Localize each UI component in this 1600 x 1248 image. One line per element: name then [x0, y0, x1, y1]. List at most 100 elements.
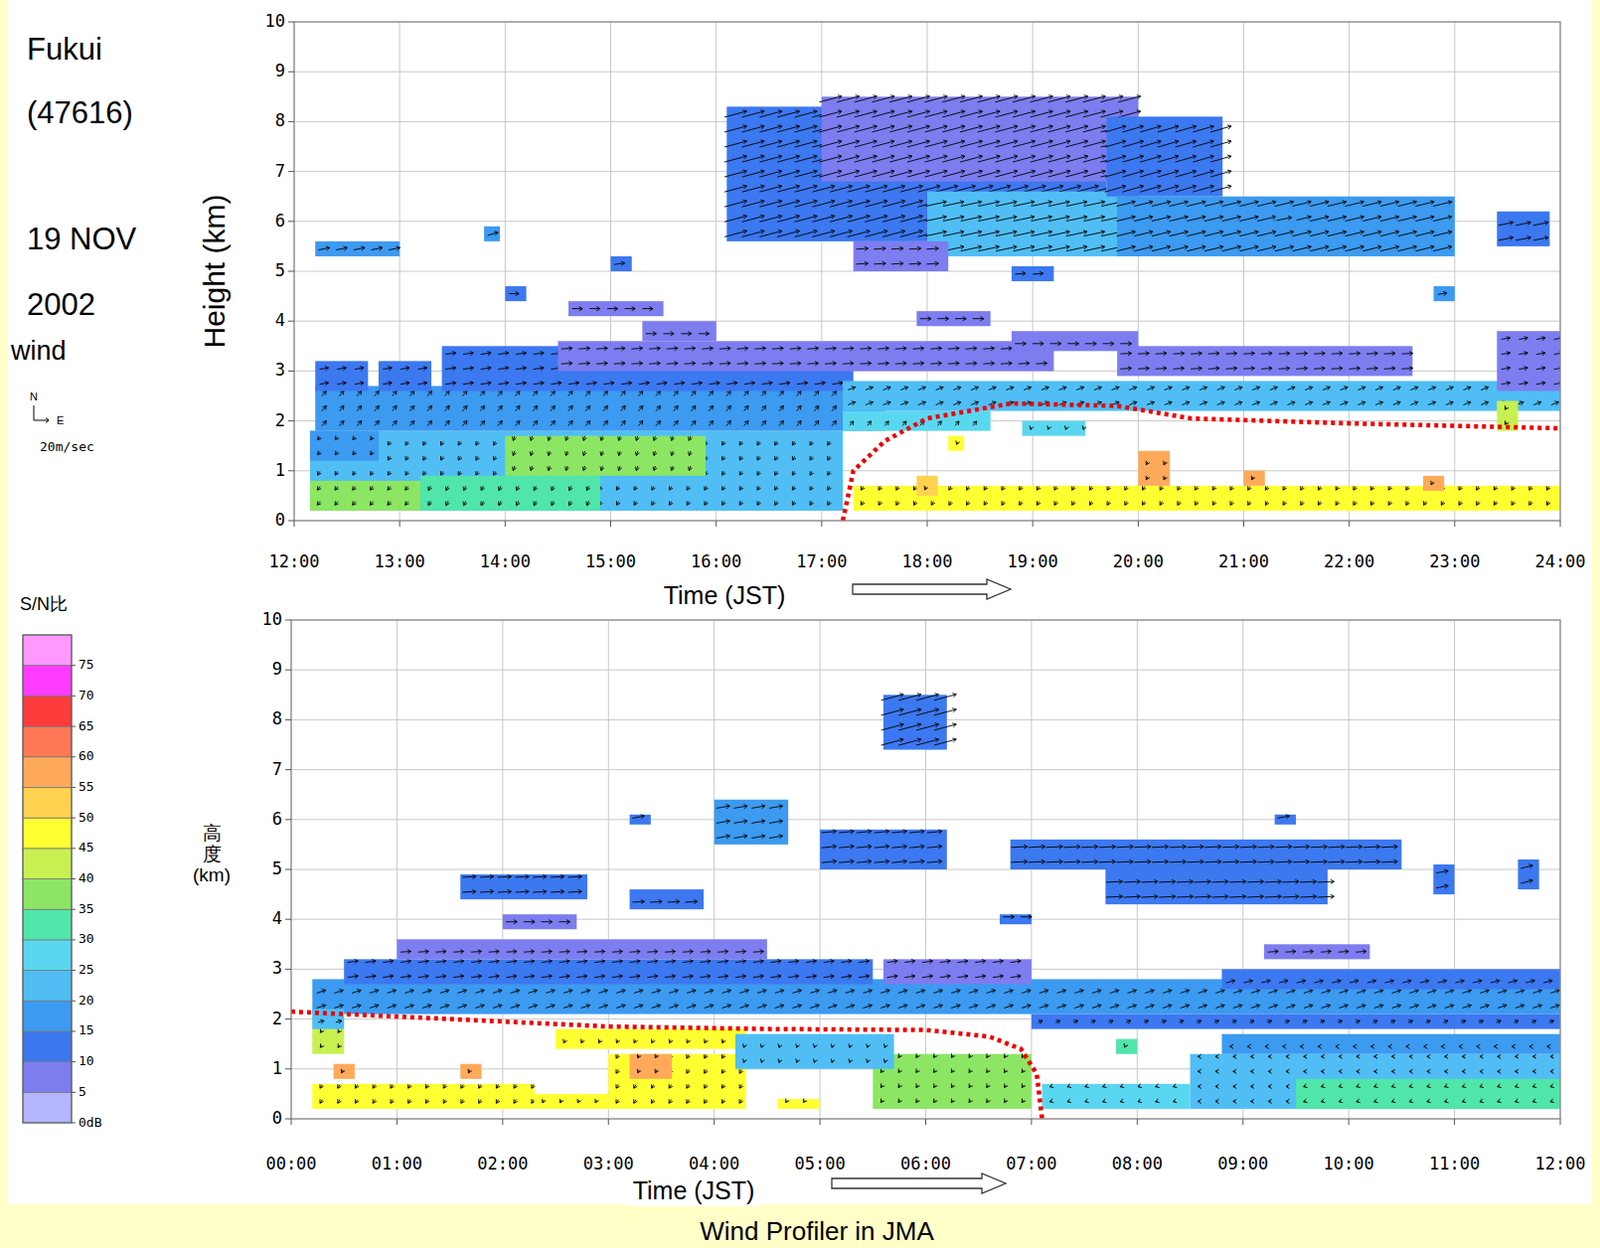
wind-arrow [1277, 215, 1292, 220]
wind-arrow [604, 381, 616, 386]
wind-arrow [1066, 215, 1088, 222]
wind-arrow [646, 950, 658, 955]
grid-line [291, 669, 1561, 671]
snr-cell [630, 1054, 673, 1080]
wind-arrow [667, 899, 680, 904]
wind-arrow [480, 874, 494, 879]
wind-arrow [1186, 215, 1206, 222]
snr-cell [842, 411, 991, 432]
wind-arrow [392, 421, 398, 427]
wind-arrow [1186, 200, 1206, 207]
wind-arrow [1497, 1099, 1502, 1104]
wind-arrow [1163, 476, 1168, 480]
wind-arrow [682, 974, 694, 979]
wind-arrow [428, 500, 433, 506]
wind-arrow [814, 381, 826, 386]
wind-arrow [577, 1099, 582, 1104]
wind-arrow [1210, 184, 1232, 192]
wind-arrow [775, 456, 780, 461]
tick [288, 470, 295, 472]
x-tick-label: 18:00 [901, 551, 953, 572]
wind-arrow [858, 974, 870, 979]
wind-arrow [866, 1043, 871, 1048]
wind-arrow [813, 1058, 818, 1063]
wind-arrow [1244, 979, 1254, 984]
wind-arrow [1261, 979, 1271, 984]
wind-arrow [1067, 341, 1079, 346]
wind-arrow [1393, 386, 1402, 391]
wind-arrow [1493, 485, 1498, 490]
wind-arrow [1005, 184, 1029, 192]
wind-arrow [864, 214, 888, 222]
wind-arrow [1292, 230, 1312, 237]
wind-arrow [960, 215, 982, 222]
snr-cell [1042, 1084, 1191, 1110]
wind-arrow [382, 960, 394, 964]
wind-arrow [759, 140, 783, 148]
wind-arrow [1030, 169, 1054, 177]
wind-arrow [1345, 200, 1365, 207]
wind-arrow [1497, 1084, 1502, 1089]
wind-arrow [813, 405, 819, 411]
wind-arrow [739, 485, 744, 490]
wind-arrow [1285, 1004, 1295, 1009]
wind-arrow [1479, 1084, 1484, 1089]
wind-arrow [889, 155, 913, 162]
wind-arrow [1021, 1083, 1026, 1088]
wind-arrow [1362, 245, 1382, 252]
wind-arrow [568, 390, 574, 396]
wind-arrow [533, 381, 545, 386]
wind-arrow [353, 246, 365, 251]
wind-arrow [777, 140, 800, 148]
wind-arrow [757, 485, 762, 490]
wind-arrow [1345, 215, 1365, 222]
wind-arrow [1476, 485, 1481, 490]
wind-arrow [598, 1004, 608, 1009]
wind-arrow [1055, 1020, 1061, 1025]
wind-arrow [1215, 1084, 1220, 1089]
wind-arrow [1518, 381, 1528, 386]
wind-arrow [352, 485, 357, 490]
tick [504, 520, 506, 527]
wind-arrow [1444, 1084, 1449, 1089]
wind-arrow [1490, 979, 1500, 984]
wind-arrow [1415, 245, 1435, 252]
wind-arrow [1444, 989, 1454, 994]
wind-arrow [1338, 1054, 1343, 1059]
wind-arrow [724, 229, 748, 237]
wind-arrow [719, 346, 731, 351]
wind-arrow [497, 351, 509, 356]
wind-arrow [1041, 386, 1050, 391]
wind-arrow [621, 405, 627, 411]
wind-arrow [488, 974, 500, 979]
tick [1243, 520, 1245, 527]
wind-arrow [1461, 1069, 1466, 1074]
wind-arrow [374, 405, 380, 411]
wind-arrow [872, 140, 896, 148]
wind-arrow [480, 889, 494, 894]
wind-arrow [1233, 1004, 1243, 1009]
wind-arrow [1222, 245, 1242, 252]
wind-arrow [818, 155, 842, 162]
wind-arrow [724, 140, 748, 148]
wind-arrow [937, 317, 949, 321]
wind-arrow [1039, 989, 1049, 994]
wind-arrow [686, 1004, 696, 1009]
label-box [657, 579, 793, 612]
wind-arrow [854, 169, 878, 177]
wind-arrow [1120, 1084, 1124, 1089]
wind-arrow [617, 500, 622, 505]
wind-arrow [1023, 386, 1032, 391]
wind-arrow [1268, 950, 1280, 955]
wind-arrow [994, 140, 1018, 148]
wind-arrow [1252, 401, 1261, 406]
wind-arrow [446, 485, 451, 491]
wind-arrow [1144, 989, 1154, 994]
wind-arrow [663, 331, 675, 336]
wind-arrow [878, 500, 883, 505]
wind-arrow [1030, 95, 1054, 103]
wind-arrow [523, 950, 535, 955]
wind-arrow [445, 366, 457, 371]
x-tick-label: 12:00 [268, 551, 320, 572]
wind-arrow [479, 1099, 483, 1104]
